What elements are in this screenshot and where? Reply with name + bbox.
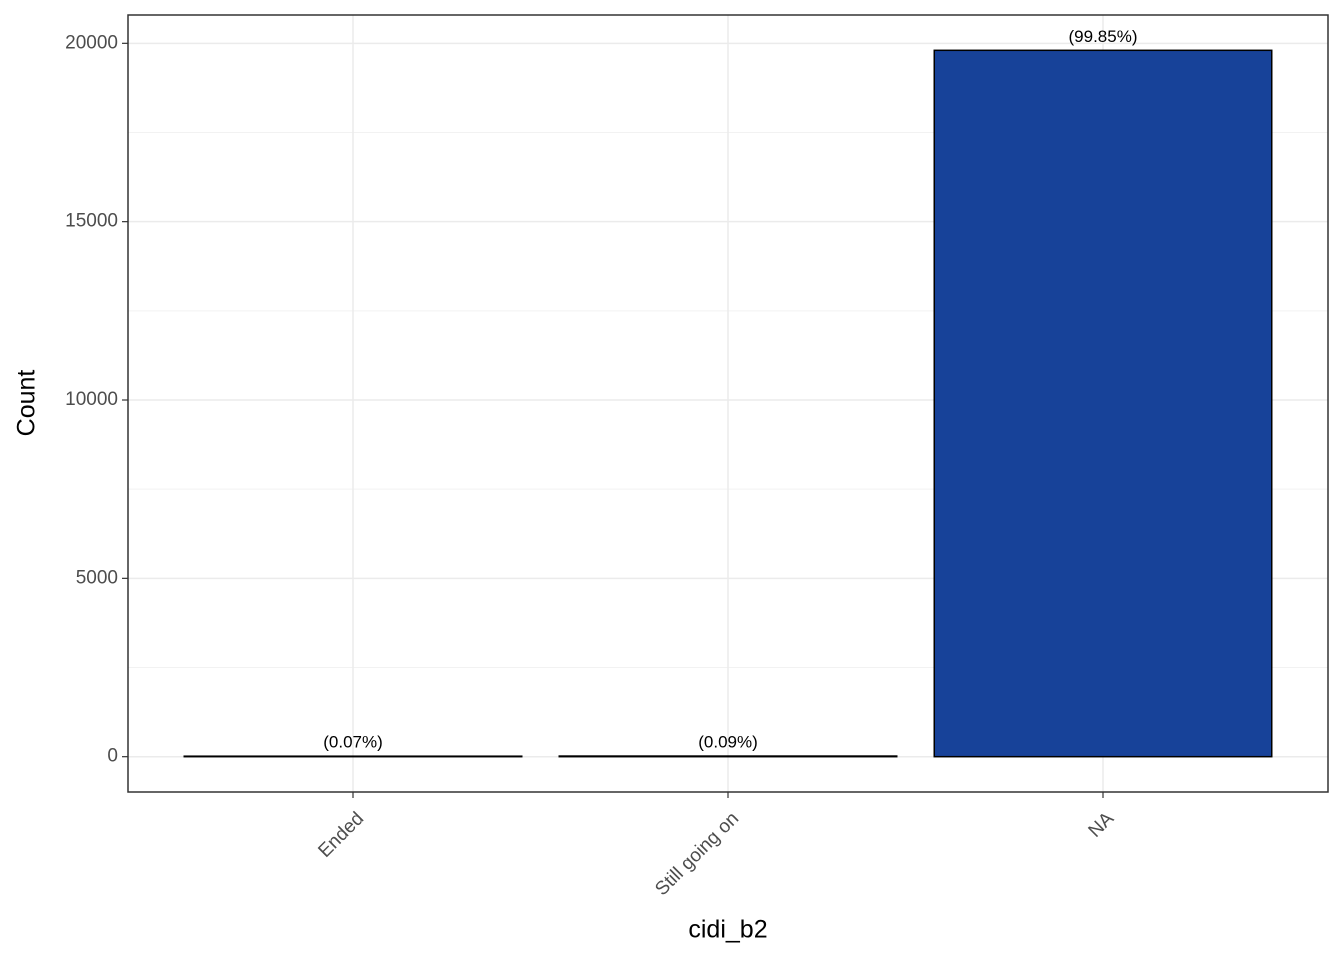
y-tick-label: 20000 bbox=[65, 32, 118, 53]
y-tick-label: 0 bbox=[107, 746, 118, 767]
value-label: (99.85%) bbox=[1069, 27, 1138, 46]
y-axis-title: Count bbox=[13, 370, 41, 437]
value-label: (0.09%) bbox=[698, 733, 758, 752]
x-axis-title: cidi_b2 bbox=[688, 916, 767, 944]
value-label: (0.07%) bbox=[323, 733, 383, 752]
y-tick-label: 5000 bbox=[76, 567, 118, 588]
bar bbox=[933, 49, 1273, 758]
panel-border bbox=[127, 14, 1329, 793]
bar bbox=[558, 755, 898, 758]
y-tick-label: 10000 bbox=[65, 389, 118, 410]
y-tick-label: 15000 bbox=[65, 211, 118, 232]
